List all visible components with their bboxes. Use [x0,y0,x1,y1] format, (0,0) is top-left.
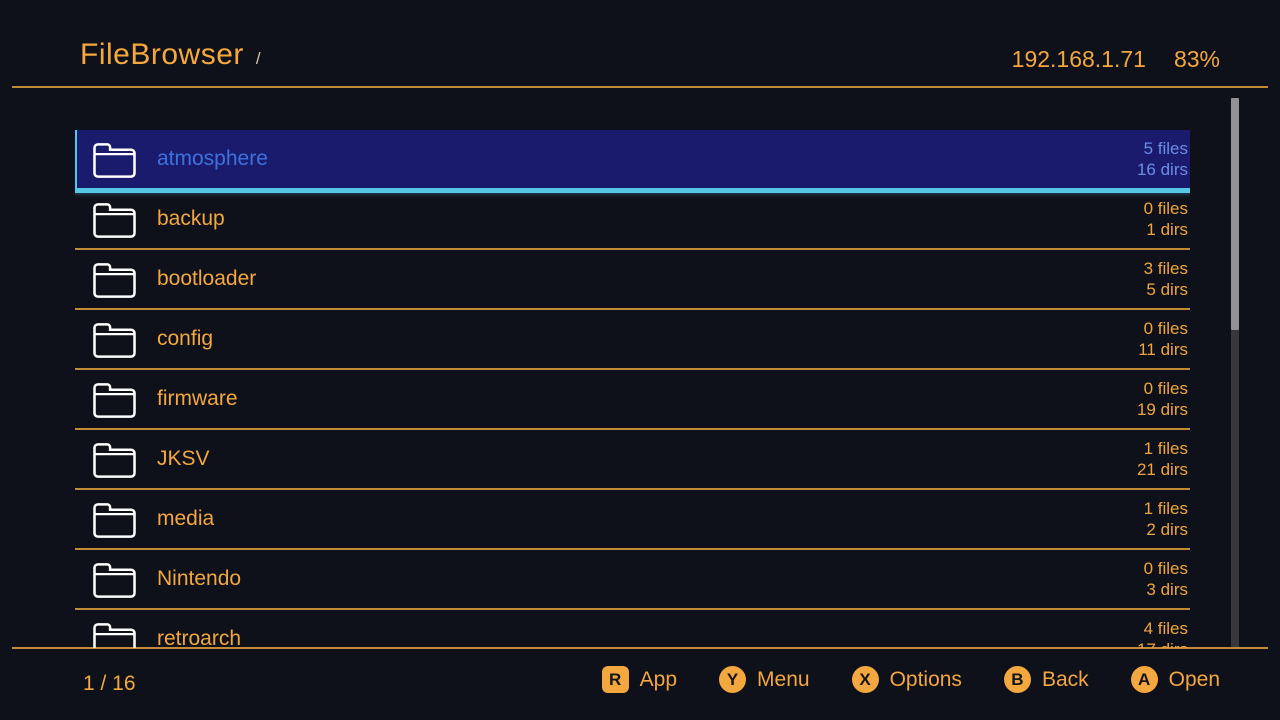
file-row[interactable]: Nintendo 0 files 3 dirs [75,550,1190,610]
gamepad-button-icon: A [1130,666,1158,693]
button-hints: R App Y Menu X Options B Back A Open [601,666,1220,693]
button-hint-label: Options [889,667,962,691]
dirs-count: 3 dirs [1146,580,1188,599]
app-title: FileBrowser [80,38,244,71]
folder-name: retroarch [157,627,242,648]
folder-name: backup [157,207,225,230]
files-count: 0 files [1143,379,1188,398]
button-hint-label: App [639,667,678,691]
dirs-count: 11 dirs [1138,340,1188,359]
folder-name: media [157,507,215,530]
gamepad-button-icon: B [1003,666,1031,693]
button-hint-label: Open [1168,667,1220,691]
folder-name: config [157,327,214,350]
footer-divider [12,647,1268,649]
file-dir-counts: 5 files 16 dirs [1137,138,1190,180]
button-hint[interactable]: B Back [1003,666,1089,693]
folder-icon [93,502,136,538]
dirs-count: 19 dirs [1136,400,1188,419]
button-hint-label: Menu [757,667,810,691]
file-row[interactable]: bootloader 3 files 5 dirs [75,250,1190,310]
dirs-count: 21 dirs [1136,460,1188,479]
file-dir-counts: 1 files 21 dirs [1137,438,1190,480]
files-count: 4 files [1143,619,1188,638]
battery-level: 83% [1173,46,1220,72]
folder-icon [93,202,136,238]
file-row[interactable]: media 1 files 2 dirs [75,490,1190,550]
file-dir-counts: 1 files 2 dirs [1144,498,1190,540]
scrollbar-track[interactable] [1231,98,1239,648]
file-row[interactable]: JKSV 1 files 21 dirs [75,430,1190,490]
current-path: / [255,49,261,68]
files-count: 0 files [1143,319,1188,338]
file-dir-counts: 4 files 17 dirs [1137,618,1190,648]
header-status: 192.168.1.71 83% [1012,46,1220,73]
page-indicator: 1 / 16 [83,672,136,695]
file-list: atmosphere 5 files 16 dirs backup 0 file… [75,130,1190,648]
folder-icon [93,262,136,298]
file-dir-counts: 0 files 19 dirs [1137,378,1190,420]
files-count: 1 files [1143,499,1188,518]
file-row[interactable]: backup 0 files 1 dirs [75,190,1190,250]
file-dir-counts: 0 files 1 dirs [1144,198,1190,240]
folder-icon [93,442,136,478]
dirs-count: 17 dirs [1137,640,1188,648]
folder-icon [93,142,136,178]
file-row[interactable]: atmosphere 5 files 16 dirs [75,130,1190,193]
folder-name: JKSV [157,447,210,470]
breadcrumb: FileBrowser / [80,38,261,72]
dirs-count: 5 dirs [1146,280,1188,299]
file-dir-counts: 3 files 5 dirs [1144,258,1190,300]
file-dir-counts: 0 files 11 dirs [1138,318,1190,360]
header: FileBrowser / 192.168.1.71 83% [0,0,1280,88]
scrollbar-thumb[interactable] [1231,98,1239,330]
folder-icon [93,322,136,358]
folder-name: bootloader [157,267,257,290]
gamepad-button-icon: Y [719,666,747,693]
files-count: 5 files [1143,139,1188,158]
ip-address: 192.168.1.71 [1011,46,1146,72]
button-hint[interactable]: Y Menu [719,666,810,693]
folder-name: Nintendo [157,567,242,590]
files-count: 0 files [1143,199,1188,218]
gamepad-button-icon: R [601,666,629,693]
folder-name: atmosphere [157,147,268,170]
file-row[interactable]: config 0 files 11 dirs [75,310,1190,370]
button-hint-label: Back [1041,667,1089,691]
dirs-count: 16 dirs [1136,160,1188,179]
button-hint[interactable]: R App [601,666,678,693]
file-row[interactable]: retroarch 4 files 17 dirs [75,610,1190,648]
gamepad-button-icon: X [851,666,879,693]
folder-icon [93,562,136,598]
button-hint[interactable]: A Open [1130,666,1220,693]
dirs-count: 2 dirs [1146,520,1188,539]
folder-name: firmware [157,387,238,410]
header-divider [12,86,1268,88]
folder-icon [93,622,136,648]
file-dir-counts: 0 files 3 dirs [1144,558,1190,600]
folder-icon [93,382,136,418]
files-count: 1 files [1143,439,1188,458]
files-count: 0 files [1143,559,1188,578]
files-count: 3 files [1143,259,1188,278]
button-hint[interactable]: X Options [851,666,962,693]
file-row[interactable]: firmware 0 files 19 dirs [75,370,1190,430]
footer: 1 / 16 R App Y Menu X Options B Back A O… [0,648,1280,720]
dirs-count: 1 dirs [1146,220,1188,239]
